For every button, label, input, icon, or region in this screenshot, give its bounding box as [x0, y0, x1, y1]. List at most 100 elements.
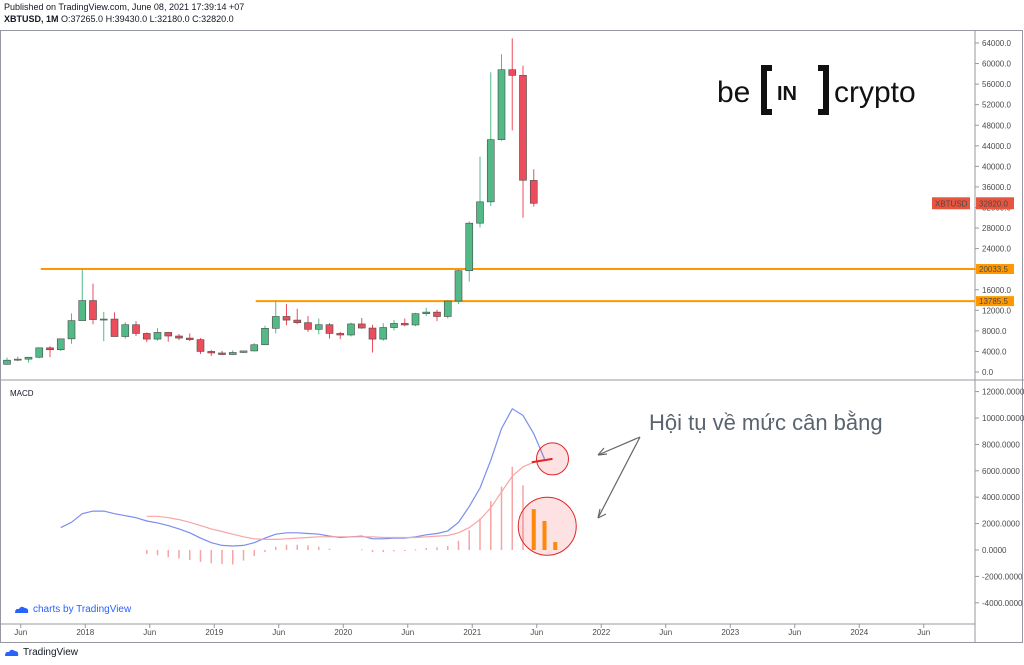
time-tick-label: 2020	[334, 628, 352, 637]
candle-body	[454, 270, 463, 302]
beincrypto-logo: be IN crypto	[717, 65, 916, 115]
chart-frame	[0, 30, 1024, 643]
candle-body	[250, 344, 259, 352]
macd-tick-label: 8000.0000	[982, 440, 1020, 449]
candle-body	[304, 322, 312, 330]
macd-line	[60, 407, 546, 547]
candle-body	[293, 319, 302, 323]
histogram-bar	[264, 550, 266, 552]
annotation-marks	[517, 436, 641, 556]
x-axis: Jun 2018 Jun 2019 Jun 2020 Jun 2021 Jun 2022 Jun 20…	[14, 624, 930, 637]
macd-tick-label: -2000.0000	[982, 572, 1023, 581]
candle-body	[497, 69, 506, 140]
histogram-bar	[189, 550, 191, 560]
candle-body	[443, 300, 452, 317]
macd-pane-label: MACD	[10, 389, 34, 398]
time-tick-label: Jun	[917, 628, 930, 637]
signal-line	[146, 459, 545, 540]
histogram-bar	[199, 550, 202, 562]
candle-body	[422, 311, 431, 314]
candle-body	[67, 320, 76, 340]
candles: XBTUSD 32820.0	[3, 38, 1014, 365]
arrow-head-top	[597, 447, 608, 456]
histogram-bar	[328, 548, 331, 550]
price-tick-label: 8000.0	[982, 327, 1007, 336]
histogram-bar	[242, 550, 245, 561]
candle-body	[476, 201, 484, 224]
tradingview-watermark[interactable]: charts by TradingView	[14, 604, 131, 615]
time-tick-label: 2023	[721, 628, 739, 637]
candle-body	[153, 332, 162, 340]
candle-body	[56, 338, 65, 351]
candle-body	[390, 323, 398, 328]
logo-brackets	[761, 65, 829, 115]
histogram-bar	[253, 550, 255, 556]
candle-body	[368, 327, 377, 340]
candle-body	[325, 324, 334, 334]
candle-body	[196, 339, 205, 352]
candle-body	[164, 332, 173, 337]
logo-text-crypto: crypto	[834, 76, 916, 109]
level-price-label: 20033.5	[979, 265, 1008, 274]
candle-body	[78, 300, 87, 321]
symbol-tag	[932, 197, 970, 210]
histogram-bar	[232, 550, 234, 565]
candle-body	[175, 335, 183, 339]
candle-body	[347, 323, 355, 336]
histogram-bar	[210, 550, 212, 564]
symbol-label: XBTUSD, 1M	[4, 14, 59, 24]
histogram-bar	[296, 544, 298, 550]
candle-body	[207, 351, 216, 354]
candle-body	[228, 352, 237, 355]
histogram-bar	[425, 548, 427, 550]
time-tick-label: 2018	[76, 628, 94, 637]
level-lines[interactable]: 20033.5 13785.5	[40, 264, 1014, 307]
price-tick-label: 28000.0	[982, 224, 1011, 233]
price-tick-label: 60000.0	[982, 60, 1011, 69]
convergence-circle	[536, 442, 569, 476]
candle-body	[411, 313, 420, 326]
histogram-bar	[553, 542, 558, 550]
histogram-bar	[178, 550, 180, 559]
price-tick-label: 0.0	[982, 368, 994, 377]
histogram-bar	[542, 520, 547, 550]
histogram-bar	[285, 544, 288, 550]
level-price-label: 13785.5	[979, 297, 1008, 306]
histogram-bar	[414, 549, 417, 551]
histogram-bar	[371, 550, 374, 552]
symbol-tag-label: XBTUSD	[935, 199, 968, 208]
footer-brand[interactable]: TradingView	[4, 647, 78, 658]
watermark-text: charts by TradingView	[33, 604, 132, 615]
histogram-bar	[531, 509, 536, 550]
candle-body	[519, 75, 527, 181]
candle-body	[433, 311, 441, 317]
outer-border	[0, 30, 1023, 643]
candle-body	[13, 358, 22, 361]
footer-text: TradingView	[23, 647, 79, 658]
price-tick-label: 16000.0	[982, 286, 1011, 295]
candle-body	[486, 139, 495, 203]
time-tick-label: 2019	[205, 628, 223, 637]
histogram-bar	[404, 550, 406, 551]
histogram-bar	[522, 485, 524, 550]
macd-tick-label: 2000.0000	[982, 520, 1020, 529]
histogram-bar	[468, 530, 470, 550]
histogram-bar	[393, 550, 395, 552]
published-line: Published on TradingView.com, June 08, 2…	[4, 2, 245, 12]
macd-tick-label: 6000.0000	[982, 467, 1020, 476]
candle-body	[465, 222, 474, 272]
arrow-head-bottom	[597, 508, 607, 519]
macd-tick-label: -4000.0000	[982, 599, 1023, 608]
histogram-bar	[275, 546, 277, 550]
price-tick-label: 12000.0	[982, 306, 1011, 315]
time-tick-label: 2022	[592, 628, 610, 637]
histogram-bar	[307, 545, 309, 550]
candle-body	[99, 318, 108, 321]
price-tick-label: 64000.0	[982, 39, 1011, 48]
level-price-tag	[976, 296, 1014, 307]
histogram-bar	[167, 550, 169, 558]
histogram-bar	[382, 550, 384, 552]
red-convergence-stroke	[531, 457, 553, 464]
price-tick-label: 24000.0	[982, 245, 1011, 254]
